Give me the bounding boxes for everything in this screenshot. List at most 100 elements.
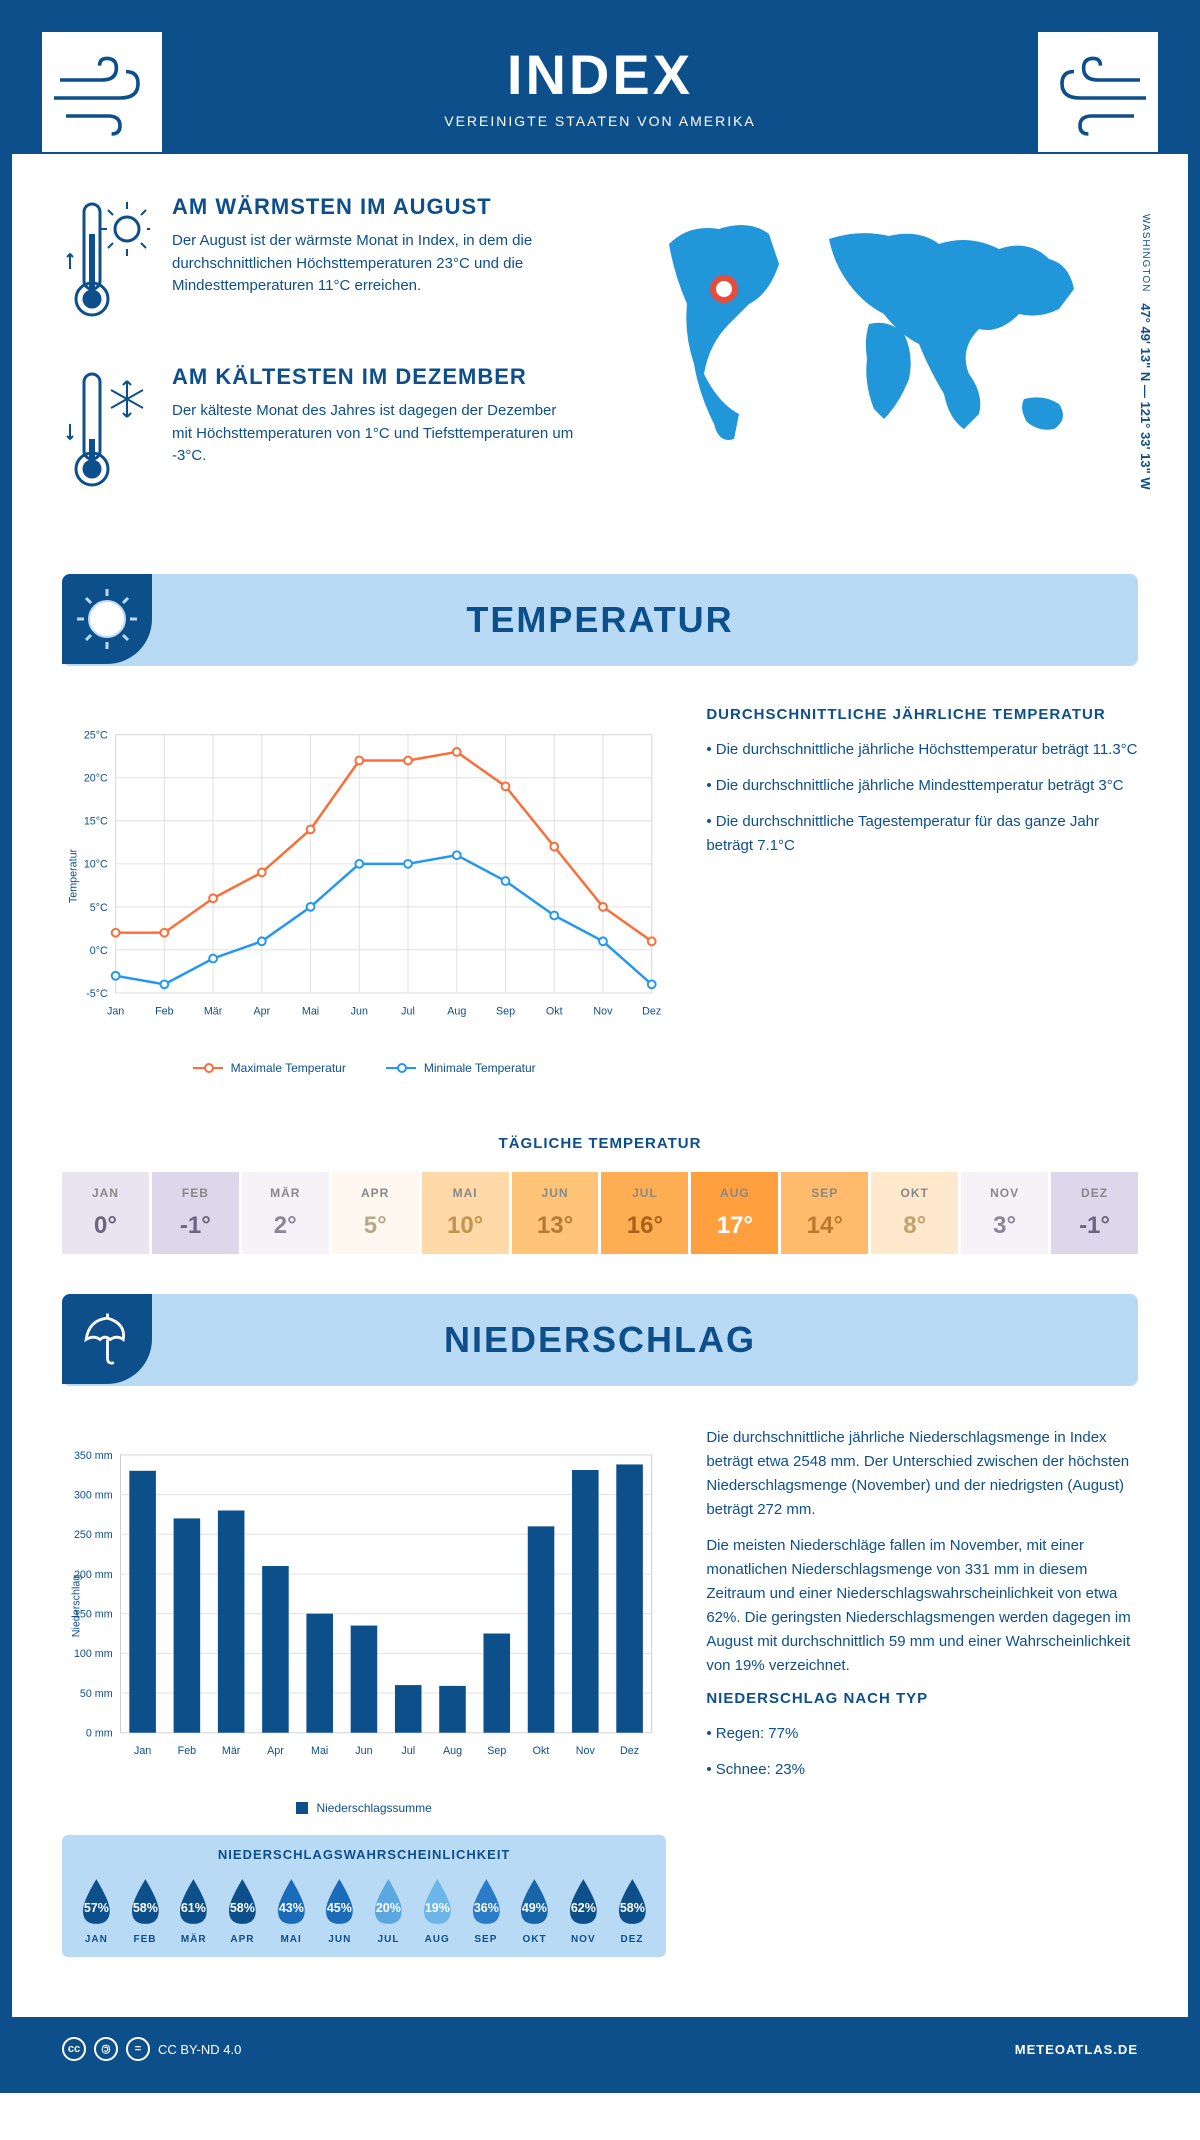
temp-info-3: • Die durchschnittliche Tagestemperatur … — [706, 810, 1138, 858]
precipitation-legend: Niederschlagssumme — [62, 1801, 666, 1815]
svg-text:Mär: Mär — [222, 1745, 241, 1757]
svg-text:Jun: Jun — [355, 1745, 372, 1757]
svg-text:0°C: 0°C — [90, 945, 108, 957]
temp-cell: JUL16° — [601, 1172, 688, 1254]
temp-cell: DEZ-1° — [1051, 1172, 1138, 1254]
temperature-legend: Maximale Temperatur Minimale Temperatur — [62, 1061, 666, 1075]
svg-text:58%: 58% — [133, 1901, 158, 1915]
precip-prob-title: NIEDERSCHLAGSWAHRSCHEINLICHKEIT — [74, 1847, 654, 1862]
svg-text:43%: 43% — [279, 1901, 304, 1915]
svg-text:Dez: Dez — [642, 1005, 661, 1017]
svg-text:Niederschlag: Niederschlag — [71, 1575, 83, 1638]
precipitation-drop: 45%JUN — [317, 1874, 362, 1945]
precipitation-drop: 20%JUL — [366, 1874, 411, 1945]
wind-icon-right — [1038, 32, 1158, 152]
thermometer-cold-icon — [62, 364, 152, 499]
svg-text:Jan: Jan — [107, 1005, 124, 1017]
svg-text:Aug: Aug — [443, 1745, 462, 1757]
temp-cell: AUG17° — [691, 1172, 778, 1254]
svg-text:Temperatur: Temperatur — [68, 848, 80, 903]
location-marker — [713, 278, 735, 300]
daily-temp-grid: JAN0°FEB-1°MÄR2°APR5°MAI10°JUN13°JUL16°A… — [62, 1172, 1138, 1254]
svg-text:Mai: Mai — [302, 1005, 319, 1017]
svg-text:15°C: 15°C — [84, 816, 108, 828]
by-icon: 🄯 — [94, 2037, 118, 2061]
wind-icon-left — [42, 32, 162, 152]
precipitation-drop: 61%MÄR — [171, 1874, 216, 1945]
footer: cc 🄯 = CC BY-ND 4.0 METEOATLAS.DE — [12, 2017, 1188, 2081]
svg-text:Feb: Feb — [155, 1005, 174, 1017]
precip-text-1: Die durchschnittliche jährliche Niedersc… — [706, 1426, 1138, 1522]
svg-text:19%: 19% — [425, 1901, 450, 1915]
svg-text:20%: 20% — [376, 1901, 401, 1915]
precipitation-drop: 43%MAI — [269, 1874, 314, 1945]
license: cc 🄯 = CC BY-ND 4.0 — [62, 2037, 241, 2061]
svg-text:20°C: 20°C — [84, 773, 108, 785]
temp-cell: NOV3° — [961, 1172, 1048, 1254]
temp-cell: JUN13° — [512, 1172, 599, 1254]
svg-text:Jul: Jul — [401, 1005, 415, 1017]
precipitation-banner: NIEDERSCHLAG — [62, 1294, 1138, 1386]
svg-text:61%: 61% — [181, 1901, 206, 1915]
svg-text:Nov: Nov — [593, 1005, 613, 1017]
svg-text:Feb: Feb — [178, 1745, 197, 1757]
svg-text:350 mm: 350 mm — [74, 1450, 113, 1462]
precipitation-drop: 58%DEZ — [610, 1874, 655, 1945]
svg-text:Okt: Okt — [533, 1745, 550, 1757]
precipitation-probability-panel: NIEDERSCHLAGSWAHRSCHEINLICHKEIT 57%JAN58… — [62, 1835, 666, 1957]
precipitation-drop: 58%APR — [220, 1874, 265, 1945]
daily-temp-title: TÄGLICHE TEMPERATUR — [12, 1135, 1188, 1152]
warmest-title: AM WÄRMSTEN IM AUGUST — [172, 194, 580, 220]
coldest-title: AM KÄLTESTEN IM DEZEMBER — [172, 364, 580, 390]
sun-icon — [62, 574, 152, 664]
temperature-banner: TEMPERATUR — [62, 574, 1138, 666]
svg-text:50 mm: 50 mm — [80, 1688, 113, 1700]
world-map — [620, 194, 1138, 474]
svg-text:0 mm: 0 mm — [86, 1728, 113, 1740]
svg-text:Mär: Mär — [204, 1005, 223, 1017]
precipitation-drop: 58%FEB — [123, 1874, 168, 1945]
precipitation-drops: 57%JAN58%FEB61%MÄR58%APR43%MAI45%JUN20%J… — [74, 1874, 654, 1945]
temp-cell: FEB-1° — [152, 1172, 239, 1254]
infographic-container: INDEX VEREINIGTE STAATEN VON AMERIKA AM … — [0, 0, 1200, 2093]
svg-text:58%: 58% — [230, 1901, 255, 1915]
precipitation-drop: 62%NOV — [561, 1874, 606, 1945]
svg-text:49%: 49% — [522, 1901, 547, 1915]
nd-icon: = — [126, 2037, 150, 2061]
coordinates: WASHINGTON 47° 49' 13" N — 121° 33' 13" … — [1138, 214, 1153, 490]
precip-type-1: • Regen: 77% — [706, 1722, 1138, 1746]
svg-text:Okt: Okt — [546, 1005, 563, 1017]
svg-text:300 mm: 300 mm — [74, 1490, 113, 1502]
header: INDEX VEREINIGTE STAATEN VON AMERIKA — [12, 12, 1188, 154]
precipitation-title: NIEDERSCHLAG — [92, 1319, 1108, 1361]
svg-text:36%: 36% — [473, 1901, 498, 1915]
precip-text-2: Die meisten Niederschläge fallen im Nove… — [706, 1534, 1138, 1678]
temperature-line-chart: -5°C0°C5°C10°C15°C20°C25°CJanFebMärAprMa… — [62, 706, 666, 1046]
svg-text:Sep: Sep — [496, 1005, 515, 1017]
umbrella-icon — [62, 1294, 152, 1384]
svg-text:58%: 58% — [619, 1901, 644, 1915]
precipitation-drop: 36%SEP — [464, 1874, 509, 1945]
precipitation-chart-row: 0 mm50 mm100 mm150 mm200 mm250 mm300 mm3… — [12, 1386, 1188, 2017]
coldest-text: Der kälteste Monat des Jahres ist dagege… — [172, 400, 580, 468]
temp-cell: MÄR2° — [242, 1172, 329, 1254]
warmest-text: Der August ist der wärmste Monat in Inde… — [172, 230, 580, 298]
temp-info-2: • Die durchschnittliche jährliche Mindes… — [706, 774, 1138, 798]
temp-cell: JAN0° — [62, 1172, 149, 1254]
intro-section: AM WÄRMSTEN IM AUGUST Der August ist der… — [12, 154, 1188, 574]
svg-text:Jan: Jan — [134, 1745, 151, 1757]
temp-info-title: DURCHSCHNITTLICHE JÄHRLICHE TEMPERATUR — [706, 706, 1138, 723]
svg-text:100 mm: 100 mm — [74, 1648, 113, 1660]
precipitation-bar-chart: 0 mm50 mm100 mm150 mm200 mm250 mm300 mm3… — [62, 1426, 666, 1786]
precipitation-drop: 19%AUG — [415, 1874, 460, 1945]
precip-type-title: NIEDERSCHLAG NACH TYP — [706, 1690, 1138, 1707]
svg-text:Aug: Aug — [447, 1005, 466, 1017]
svg-text:57%: 57% — [84, 1901, 109, 1915]
brand: METEOATLAS.DE — [1015, 2042, 1138, 2057]
svg-text:250 mm: 250 mm — [74, 1529, 113, 1541]
precipitation-drop: 57%JAN — [74, 1874, 119, 1945]
temp-cell: OKT8° — [871, 1172, 958, 1254]
temp-cell: MAI10° — [422, 1172, 509, 1254]
svg-text:25°C: 25°C — [84, 730, 108, 742]
svg-text:5°C: 5°C — [90, 902, 108, 914]
